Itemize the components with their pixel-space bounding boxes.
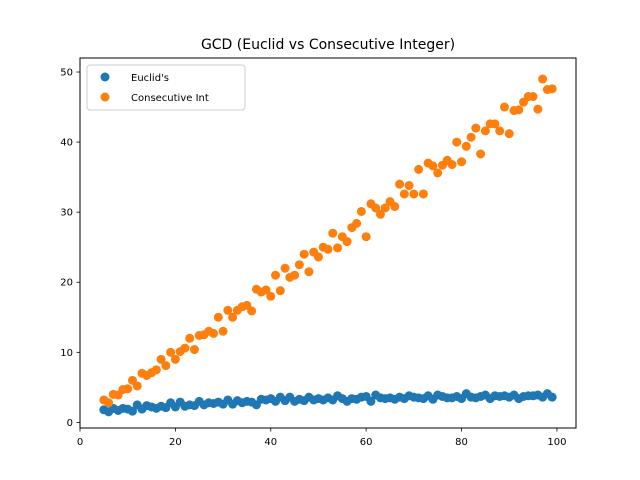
data-point (514, 105, 524, 115)
y-tick-label: 10 (60, 348, 73, 359)
data-point (371, 203, 381, 213)
data-point (480, 126, 490, 136)
data-point (123, 384, 133, 394)
data-point (299, 249, 309, 259)
data-point (428, 161, 438, 171)
data-point (528, 92, 538, 102)
data-point (352, 218, 362, 228)
data-point (390, 202, 400, 212)
series-consecutive-int (99, 74, 557, 408)
y-tick-label: 0 (67, 418, 73, 429)
data-point (395, 179, 405, 189)
data-point (333, 243, 343, 253)
x-tick-label: 80 (455, 437, 468, 448)
data-point (189, 345, 199, 355)
data-point (275, 286, 285, 296)
data-point (261, 285, 271, 295)
data-point (342, 237, 352, 247)
data-point (223, 305, 233, 315)
data-point (170, 354, 180, 364)
data-point (466, 132, 476, 142)
plot-frame (79, 57, 577, 429)
data-point (375, 209, 385, 219)
data-point (356, 206, 366, 216)
data-point (304, 267, 314, 277)
data-point (547, 84, 557, 94)
data-point (476, 149, 486, 159)
data-point (161, 361, 171, 371)
data-point (247, 306, 257, 316)
data-point (313, 252, 323, 262)
x-tick-label: 20 (169, 437, 182, 448)
x-tick-label: 40 (264, 437, 277, 448)
data-point (323, 244, 333, 254)
y-tick-label: 20 (60, 278, 73, 289)
chart-title: GCD (Euclid vs Consecutive Integer) (201, 37, 455, 53)
data-point (457, 157, 467, 167)
data-point (495, 126, 505, 136)
data-point (185, 333, 195, 343)
data-point (533, 104, 543, 114)
x-tick-label: 60 (360, 437, 373, 448)
data-point (151, 365, 161, 375)
legend-marker (100, 72, 110, 82)
legend: Euclid's Consecutive Int (86, 64, 246, 111)
data-point (452, 137, 462, 147)
data-point (418, 189, 428, 199)
data-point (380, 203, 390, 213)
data-point (132, 381, 142, 391)
data-point (471, 123, 481, 133)
data-point (328, 228, 338, 238)
data-point (409, 189, 419, 199)
data-point (218, 326, 228, 336)
data-point (490, 119, 500, 129)
data-point (266, 291, 276, 301)
data-point (213, 312, 223, 322)
legend-label: Consecutive Int (131, 93, 209, 104)
data-point (361, 232, 371, 242)
data-point (280, 263, 290, 273)
data-point (209, 328, 219, 338)
x-axis: 0 20 40 60 80 100 (77, 428, 566, 448)
x-tick-label: 0 (77, 437, 83, 448)
data-point (461, 141, 471, 151)
data-point (228, 312, 238, 322)
data-points (99, 74, 557, 417)
x-tick-label: 100 (547, 437, 566, 448)
series-euclid (99, 389, 557, 417)
legend-label: Euclid's (131, 73, 169, 84)
y-tick-label: 50 (60, 68, 73, 79)
data-point (104, 398, 114, 408)
y-tick-label: 40 (60, 138, 73, 149)
y-axis: 0 10 20 30 40 50 (60, 68, 80, 429)
data-point (499, 102, 509, 112)
data-point (294, 260, 304, 270)
data-point (290, 270, 300, 280)
data-point (166, 347, 176, 357)
data-point (404, 181, 414, 191)
data-point (399, 189, 409, 199)
data-point (156, 354, 166, 364)
data-point (180, 343, 190, 353)
data-point (414, 164, 424, 174)
data-point (433, 168, 443, 178)
data-point (538, 74, 548, 84)
data-point (547, 392, 557, 402)
data-point (447, 160, 457, 170)
data-point (271, 270, 281, 280)
data-point (127, 406, 137, 416)
y-tick-label: 30 (60, 208, 73, 219)
legend-box (86, 64, 246, 111)
data-point (366, 396, 376, 406)
data-point (504, 129, 514, 139)
legend-marker (100, 92, 110, 102)
